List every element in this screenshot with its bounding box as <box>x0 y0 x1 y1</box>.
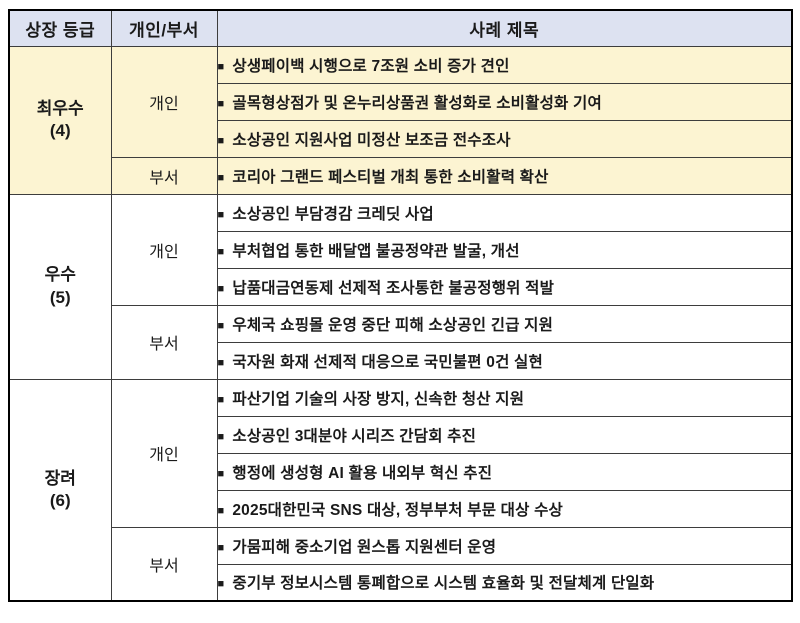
case-cell: ■ 소상공인 3대분야 시리즈 간담회 추진 <box>216 415 793 454</box>
case-title: 소상공인 부담경감 크레딧 사업 <box>232 205 434 223</box>
bullet-icon: ■ <box>217 430 225 443</box>
case-title: 국자원 화재 선제적 대응으로 국민불편 0건 실현 <box>232 353 543 371</box>
table-row: 우수 (5) 개인 ■ 소상공인 부담경감 크레딧 사업 <box>8 193 793 380</box>
bullet-icon: ■ <box>217 134 225 147</box>
table-header-row: 상장 등급 개인/부서 사례 제목 <box>8 9 793 47</box>
case-title: 2025대한민국 SNS 대상, 정부부처 부문 대상 수상 <box>232 501 564 519</box>
case-title: 코리아 그랜드 페스티벌 개최 통한 소비활력 확산 <box>232 168 549 186</box>
table-row: ■ 납품대금연동제 선제적 조사통한 불공정행위 적발 <box>9 267 793 306</box>
case-title: 골목형상점가 및 온누리상품권 활성화로 소비활성화 기여 <box>232 94 602 112</box>
grade-cell-encourage: 장려 (6) <box>8 378 112 602</box>
type-cell-individual: 개인 <box>110 45 218 158</box>
table-row: ■ 국자원 화재 선제적 대응으로 국민불편 0건 실현 <box>9 341 793 380</box>
table-row: ■ 부처협업 통한 배달앱 불공정약관 발굴, 개선 <box>9 230 793 269</box>
case-cell: ■ 골목형상점가 및 온누리상품권 활성화로 소비활성화 기여 <box>216 82 793 121</box>
grade-label: 최우수 <box>36 98 84 118</box>
case-cell: ■ 우체국 쇼핑몰 운영 중단 피해 소상공인 긴급 지원 <box>216 304 793 343</box>
case-cell: ■ 소상공인 부담경감 크레딧 사업 <box>216 193 793 232</box>
grade-cell-top: 최우수 (4) <box>8 45 112 195</box>
case-cell: ■ 행정에 생성형 AI 활용 내외부 혁신 추진 <box>216 452 793 491</box>
type-cell-individual: 개인 <box>110 193 218 306</box>
table-row: ■ 중기부 정보시스템 통폐합으로 시스템 효율화 및 전달체계 단일화 <box>9 563 793 602</box>
grade-cell-excellent: 우수 (5) <box>8 193 112 380</box>
case-cell: ■ 중기부 정보시스템 통폐합으로 시스템 효율화 및 전달체계 단일화 <box>216 563 793 602</box>
bullet-icon: ■ <box>217 467 225 480</box>
case-cell: ■ 납품대금연동제 선제적 조사통한 불공정행위 적발 <box>216 267 793 306</box>
case-cell: ■ 국자원 화재 선제적 대응으로 국민불편 0건 실현 <box>216 341 793 380</box>
header-grade: 상장 등급 <box>8 9 112 47</box>
case-title: 행정에 생성형 AI 활용 내외부 혁신 추진 <box>232 464 493 482</box>
bullet-icon: ■ <box>217 393 225 406</box>
award-cases-table: 상장 등급 개인/부서 사례 제목 최우수 (4) 개인 ■ 상생페이백 시행으로… <box>8 9 793 602</box>
bullet-icon: ■ <box>217 578 225 591</box>
header-case-title: 사례 제목 <box>216 9 793 47</box>
case-cell: ■ 코리아 그랜드 페스티벌 개최 통한 소비활력 확산 <box>216 156 793 195</box>
table-row: 장려 (6) 개인 ■ 파산기업 기술의 사장 방지, 신속한 청산 지원 <box>8 378 793 602</box>
type-cell-department: 부서 <box>110 304 218 380</box>
bullet-icon: ■ <box>217 504 225 517</box>
table-row: 부서 ■ 가뭄피해 중소기업 원스톱 지원센터 운영 <box>9 526 793 602</box>
grade-count: (5) <box>49 287 71 307</box>
case-title: 소상공인 3대분야 시리즈 간담회 추진 <box>232 427 477 445</box>
table-row: 부서 ■ 코리아 그랜드 페스티벌 개최 통한 소비활력 확산 <box>9 156 793 195</box>
type-cell-department: 부서 <box>110 156 218 195</box>
case-cell: ■ 상생페이백 시행으로 7조원 소비 증가 견인 <box>216 45 793 84</box>
bullet-icon: ■ <box>217 356 225 369</box>
table-row: 최우수 (4) 개인 ■ 상생페이백 시행으로 7조원 소비 증가 견인 <box>8 45 793 195</box>
bullet-icon: ■ <box>217 245 225 258</box>
case-title: 중기부 정보시스템 통폐합으로 시스템 효율화 및 전달체계 단일화 <box>232 575 655 593</box>
table-row: ■ 2025대한민국 SNS 대상, 정부부처 부문 대상 수상 <box>9 489 793 528</box>
case-title: 우체국 쇼핑몰 운영 중단 피해 소상공인 긴급 지원 <box>232 316 554 334</box>
bullet-icon: ■ <box>217 208 225 221</box>
bullet-icon: ■ <box>217 171 225 184</box>
grade-label: 장려 <box>44 468 76 488</box>
case-title: 소상공인 지원사업 미정산 보조금 전수조사 <box>232 131 511 149</box>
header-type: 개인/부서 <box>110 9 218 47</box>
table-row: ■ 골목형상점가 및 온누리상품권 활성화로 소비활성화 기여 <box>9 82 793 121</box>
case-title: 부처협업 통한 배달앱 불공정약관 발굴, 개선 <box>232 242 520 260</box>
bullet-icon: ■ <box>217 541 225 554</box>
case-cell: ■ 2025대한민국 SNS 대상, 정부부처 부문 대상 수상 <box>216 489 793 528</box>
case-title: 가뭄피해 중소기업 원스톱 지원센터 운영 <box>232 538 497 556</box>
case-cell: ■ 파산기업 기술의 사장 방지, 신속한 청산 지원 <box>216 378 793 417</box>
case-cell: ■ 부처협업 통한 배달앱 불공정약관 발굴, 개선 <box>216 230 793 269</box>
bullet-icon: ■ <box>217 282 225 295</box>
type-cell-individual: 개인 <box>110 378 218 528</box>
grade-count: (6) <box>49 490 71 510</box>
case-cell: ■ 가뭄피해 중소기업 원스톱 지원센터 운영 <box>216 526 793 565</box>
grade-label: 우수 <box>44 265 76 285</box>
case-cell: ■ 소상공인 지원사업 미정산 보조금 전수조사 <box>216 119 793 158</box>
type-cell-department: 부서 <box>110 526 218 602</box>
table-row: ■ 소상공인 지원사업 미정산 보조금 전수조사 <box>9 119 793 158</box>
table-row: 부서 ■ 우체국 쇼핑몰 운영 중단 피해 소상공인 긴급 지원 <box>9 304 793 380</box>
grade-count: (4) <box>49 121 71 140</box>
bullet-icon: ■ <box>217 319 225 332</box>
case-title: 파산기업 기술의 사장 방지, 신속한 청산 지원 <box>232 390 525 408</box>
table-row: ■ 행정에 생성형 AI 활용 내외부 혁신 추진 <box>9 452 793 491</box>
case-title: 납품대금연동제 선제적 조사통한 불공정행위 적발 <box>232 279 555 297</box>
case-title: 상생페이백 시행으로 7조원 소비 증가 견인 <box>232 57 510 75</box>
bullet-icon: ■ <box>217 60 225 73</box>
bullet-icon: ■ <box>217 97 225 110</box>
